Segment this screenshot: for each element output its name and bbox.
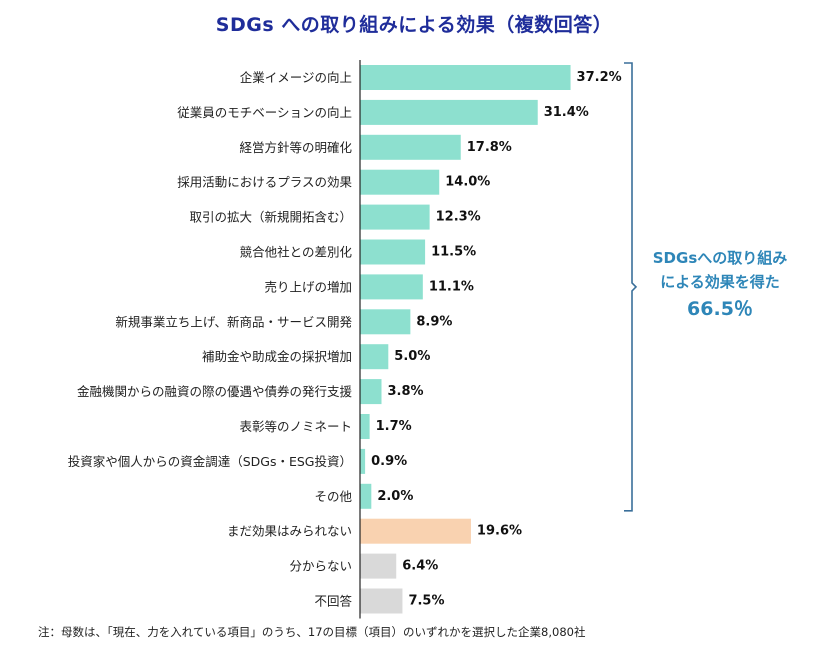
chart-title: SDGs への取り組みによる効果（複数回答） xyxy=(215,14,613,36)
effect-callout: SDGsへの取り組み による効果を得た 66.5％ xyxy=(640,246,800,324)
footnote: 注：母数は、「現在、力を入れている項目」のうち、17の目標（項目）のいずれかを選… xyxy=(38,625,586,639)
category-label: その他 xyxy=(314,489,352,504)
value-label: 5.0% xyxy=(394,349,430,364)
category-label: 分からない xyxy=(289,559,352,574)
value-label: 14.0% xyxy=(445,175,490,190)
category-labels-layer: 企業イメージの向上従業員のモチベーションの向上経営方針等の明確化採用活動における… xyxy=(68,70,353,609)
value-label: 37.2% xyxy=(577,70,622,85)
category-label: 経営方針等の明確化 xyxy=(239,140,352,155)
value-label: 19.6% xyxy=(477,524,522,539)
value-label: 3.8% xyxy=(388,384,424,399)
category-label: 採用活動におけるプラスの効果 xyxy=(177,175,352,190)
value-label: 8.9% xyxy=(416,314,452,329)
bar xyxy=(360,204,430,230)
value-labels-layer: 37.2% 31.4% 17.8% 14.0% 12.3% 11.5% 11.1% 8.9% 5… xyxy=(371,70,622,609)
category-label: 補助金や助成金の採択増加 xyxy=(202,349,352,364)
value-label: 11.1% xyxy=(429,279,474,294)
callout-line-1: SDGsへの取り組み xyxy=(652,249,788,267)
bar xyxy=(360,99,538,125)
callout-line-2: による効果を得た xyxy=(660,273,780,291)
category-label: 表彰等のノミネート xyxy=(239,419,352,434)
bar xyxy=(360,274,423,300)
value-label: 0.9% xyxy=(371,454,407,469)
bar xyxy=(360,518,471,544)
category-label: 新規事業立ち上げ、新商品・サービス開発 xyxy=(115,314,352,329)
bar xyxy=(360,483,372,509)
value-label: 12.3% xyxy=(436,210,481,225)
category-label: 競合他社との差別化 xyxy=(240,245,353,260)
category-label: 売り上げの増加 xyxy=(264,279,352,294)
bar xyxy=(360,414,370,439)
effect-group-bracket xyxy=(624,62,638,512)
category-label: 金融機関からの融資の際の優遇や債券の発行支援 xyxy=(77,384,353,399)
bar xyxy=(360,134,461,160)
bar xyxy=(360,553,397,579)
category-label: 取引の拡大（新規開拓含む） xyxy=(189,210,352,225)
category-label: 不回答 xyxy=(314,594,352,609)
category-label: 企業イメージの向上 xyxy=(240,70,352,85)
value-label: 31.4% xyxy=(544,105,589,120)
bar xyxy=(360,169,440,195)
bar xyxy=(360,65,571,90)
bar xyxy=(360,344,389,370)
value-label: 1.7% xyxy=(376,419,412,434)
category-label: まだ効果はみられない xyxy=(227,524,352,539)
bar xyxy=(360,448,366,474)
value-label: 6.4% xyxy=(402,559,438,574)
category-label: 従業員のモチベーションの向上 xyxy=(177,105,352,120)
bar xyxy=(360,309,411,335)
value-label: 11.5% xyxy=(431,245,476,260)
category-label: 投資家や個人からの資金調達（SDGs・ESG投資） xyxy=(68,454,352,469)
bar xyxy=(360,588,403,614)
value-label: 2.0% xyxy=(377,489,413,504)
callout-value: 66.5％ xyxy=(687,298,753,320)
bar xyxy=(360,379,382,405)
value-label: 7.5% xyxy=(408,594,444,609)
bars-layer xyxy=(360,65,571,614)
bar xyxy=(360,239,426,265)
value-label: 17.8% xyxy=(467,140,512,155)
